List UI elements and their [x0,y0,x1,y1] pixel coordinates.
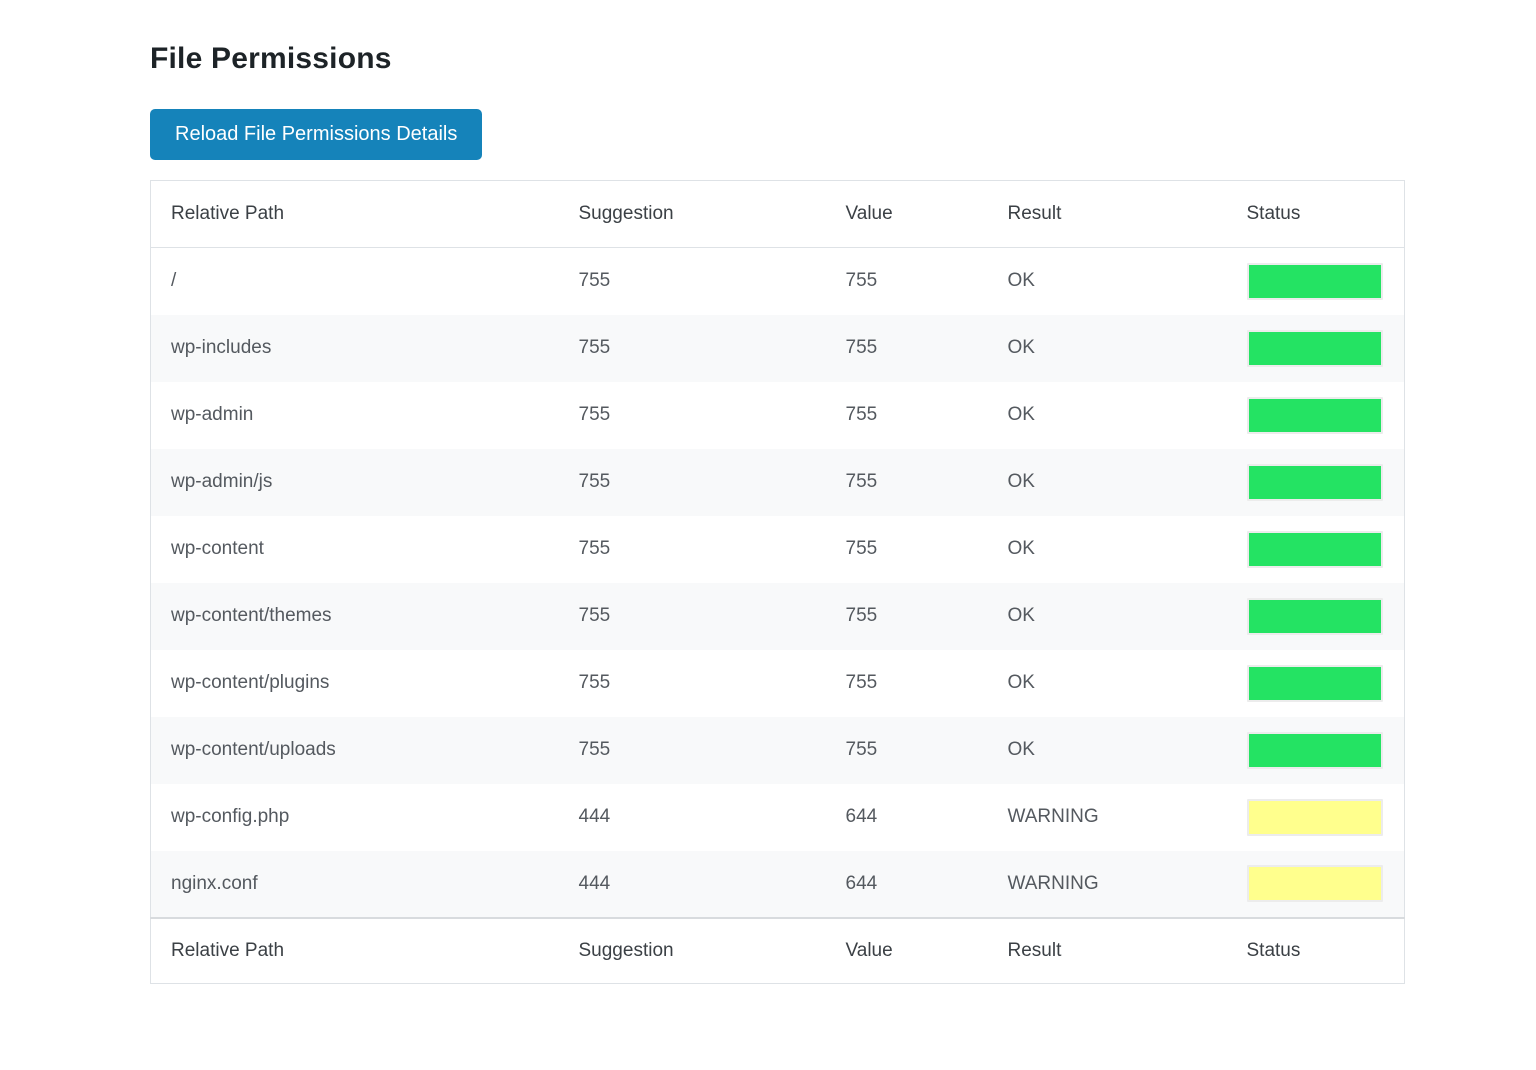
column-footer-suggestion: Suggestion [558,916,826,984]
footer-row: Relative Path Suggestion Value Result St… [150,916,1405,984]
status-cell [1227,717,1405,784]
page-title: File Permissions [150,42,392,75]
table-row: wp-admin/js 755 755 OK [150,448,1405,516]
suggestion-cell: 755 [578,270,611,292]
file-permissions-section: File Permissions Reload File Permissions… [150,0,1405,984]
result-cell: WARNING [1007,872,1099,894]
status-cell [1227,516,1405,583]
status-bar-ok [1246,262,1383,300]
path-cell: nginx.conf [171,872,258,894]
status-cell [1227,583,1405,650]
status-cell [1227,382,1405,449]
table-row: nginx.conf 444 644 WARNING [150,850,1405,918]
path-cell: wp-content [171,538,264,559]
suggestion-cell: 755 [578,739,611,760]
result-cell: OK [1007,270,1035,292]
result-cell: OK [1007,471,1035,492]
reload-file-permissions-button[interactable]: Reload File Permissions Details [150,109,483,160]
table-row: wp-content 755 755 OK [150,515,1405,583]
column-header-suggestion: Suggestion [558,180,826,248]
value-cell: 755 [845,672,878,693]
suggestion-cell: 755 [578,538,611,559]
status-bar-ok [1246,463,1383,501]
result-cell: OK [1007,605,1035,626]
status-cell [1227,248,1405,315]
column-header-value: Value [825,180,988,248]
status-bar-warning [1246,865,1383,902]
column-header-result: Result [987,180,1227,248]
suggestion-cell: 755 [578,337,611,358]
value-cell: 755 [845,471,878,492]
column-footer-result: Result [987,916,1227,984]
status-bar-ok [1246,329,1383,367]
suggestion-cell: 444 [578,806,611,827]
result-cell: OK [1007,538,1035,559]
path-cell: / [171,270,177,292]
result-cell: OK [1007,404,1035,425]
value-cell: 644 [845,806,878,827]
status-bar-ok [1246,731,1383,769]
column-footer-value: Value [825,916,988,984]
table-header: Relative Path Suggestion Value Result St… [150,180,1405,248]
status-bar-ok [1246,396,1383,434]
path-cell: wp-admin [171,404,254,425]
column-header-relative-path: Relative Path [150,180,559,248]
permissions-table: Relative Path Suggestion Value Result St… [150,180,1405,984]
value-cell: 755 [845,538,878,559]
status-bar-warning [1246,798,1383,836]
value-cell: 755 [845,739,878,760]
path-cell: wp-config.php [171,806,290,827]
result-cell: OK [1007,739,1035,760]
status-cell [1227,449,1405,516]
status-cell [1227,851,1405,918]
value-cell: 644 [845,872,878,894]
column-footer-relative-path: Relative Path [150,916,559,984]
column-header-status: Status [1226,180,1405,248]
permissions-table-container: Relative Path Suggestion Value Result St… [150,180,1405,984]
suggestion-cell: 444 [578,872,611,894]
status-cell [1227,315,1405,382]
table-row: wp-content/uploads 755 755 OK [150,716,1405,784]
column-footer-status: Status [1226,916,1405,984]
status-cell [1227,784,1405,851]
table-row: wp-content/themes 755 755 OK [150,582,1405,650]
table-row: wp-config.php 444 644 WARNING [150,783,1405,851]
path-cell: wp-content/plugins [171,672,330,693]
result-cell: OK [1007,672,1035,693]
table-row: / 755 755 OK [150,247,1405,315]
suggestion-cell: 755 [578,672,611,693]
result-cell: WARNING [1007,806,1099,827]
suggestion-cell: 755 [578,605,611,626]
result-cell: OK [1007,337,1035,358]
table-body: / 755 755 OK wp-includes 755 755 OK wp-a… [150,247,1405,918]
status-bar-ok [1246,664,1383,702]
table-row: wp-includes 755 755 OK [150,314,1405,382]
table-row: wp-content/plugins 755 755 OK [150,649,1405,717]
table-row: wp-admin 755 755 OK [150,381,1405,449]
path-cell: wp-content/themes [171,605,332,626]
status-bar-ok [1246,530,1383,568]
header-row: Relative Path Suggestion Value Result St… [150,180,1405,248]
value-cell: 755 [845,337,878,358]
status-bar-ok [1246,597,1383,635]
path-cell: wp-includes [171,337,272,358]
table-footer: Relative Path Suggestion Value Result St… [150,916,1405,984]
status-cell [1227,650,1405,717]
value-cell: 755 [845,404,878,425]
value-cell: 755 [845,270,878,292]
suggestion-cell: 755 [578,471,611,492]
suggestion-cell: 755 [578,404,611,425]
value-cell: 755 [845,605,878,626]
path-cell: wp-content/uploads [171,739,336,760]
path-cell: wp-admin/js [171,471,273,492]
